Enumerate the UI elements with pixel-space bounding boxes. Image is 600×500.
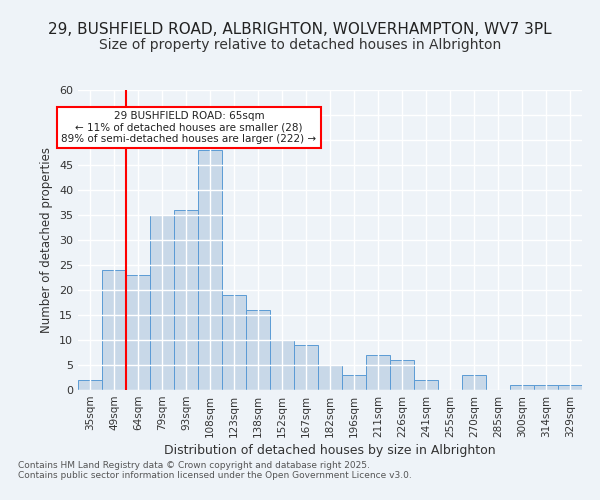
- Bar: [294, 345, 318, 390]
- Y-axis label: Number of detached properties: Number of detached properties: [40, 147, 53, 333]
- Text: Contains HM Land Registry data © Crown copyright and database right 2025.
Contai: Contains HM Land Registry data © Crown c…: [18, 460, 412, 480]
- Bar: [78, 380, 102, 390]
- Text: Size of property relative to detached houses in Albrighton: Size of property relative to detached ho…: [99, 38, 501, 52]
- Bar: [390, 360, 414, 390]
- Bar: [174, 210, 198, 390]
- Bar: [222, 295, 246, 390]
- Bar: [510, 385, 534, 390]
- Bar: [462, 375, 486, 390]
- Bar: [270, 340, 294, 390]
- Bar: [246, 310, 270, 390]
- Bar: [150, 215, 174, 390]
- Bar: [102, 270, 126, 390]
- Bar: [558, 385, 582, 390]
- Bar: [318, 365, 342, 390]
- Bar: [414, 380, 438, 390]
- Bar: [126, 275, 150, 390]
- X-axis label: Distribution of detached houses by size in Albrighton: Distribution of detached houses by size …: [164, 444, 496, 457]
- Bar: [366, 355, 390, 390]
- Text: 29 BUSHFIELD ROAD: 65sqm
← 11% of detached houses are smaller (28)
89% of semi-d: 29 BUSHFIELD ROAD: 65sqm ← 11% of detach…: [61, 111, 316, 144]
- Bar: [534, 385, 558, 390]
- Text: 29, BUSHFIELD ROAD, ALBRIGHTON, WOLVERHAMPTON, WV7 3PL: 29, BUSHFIELD ROAD, ALBRIGHTON, WOLVERHA…: [48, 22, 552, 38]
- Bar: [198, 150, 222, 390]
- Bar: [342, 375, 366, 390]
